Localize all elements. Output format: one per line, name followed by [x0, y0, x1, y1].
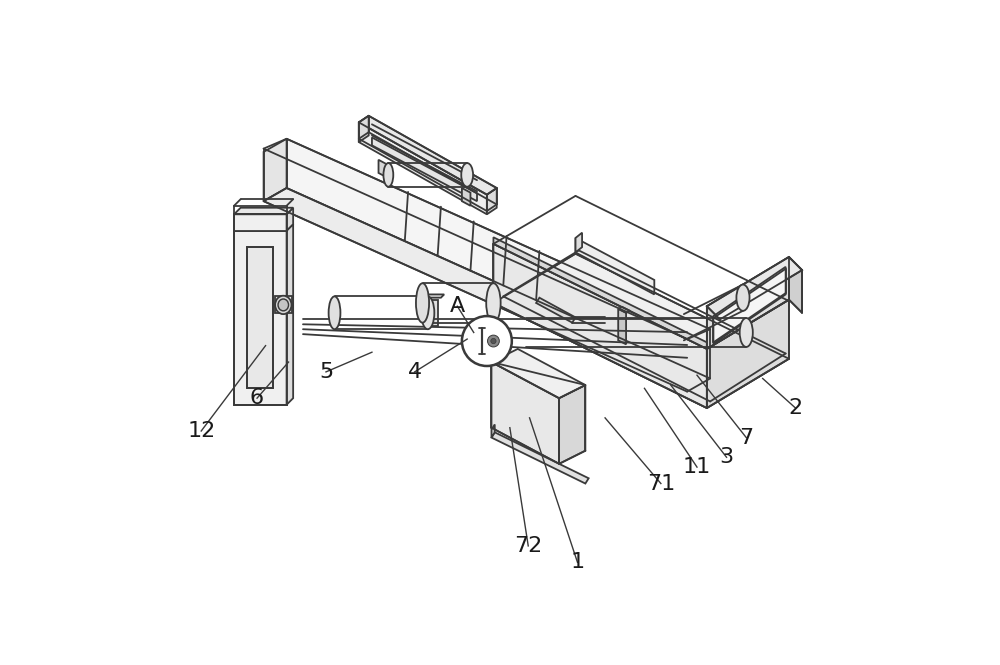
Polygon shape: [536, 298, 576, 323]
Ellipse shape: [736, 285, 750, 311]
Ellipse shape: [275, 296, 292, 314]
Text: 7: 7: [739, 428, 753, 448]
Text: A: A: [450, 296, 465, 317]
Polygon shape: [234, 207, 293, 214]
Polygon shape: [576, 233, 582, 253]
Polygon shape: [576, 238, 654, 295]
Polygon shape: [264, 188, 710, 392]
Polygon shape: [713, 267, 786, 344]
Polygon shape: [493, 254, 789, 408]
Ellipse shape: [486, 283, 501, 323]
Polygon shape: [287, 224, 293, 405]
Polygon shape: [234, 224, 293, 231]
Text: 4: 4: [408, 362, 422, 382]
Polygon shape: [234, 214, 287, 231]
Text: 71: 71: [647, 473, 675, 493]
Polygon shape: [491, 349, 585, 398]
Polygon shape: [287, 207, 293, 231]
Text: 2: 2: [788, 398, 803, 418]
Polygon shape: [487, 188, 497, 214]
Polygon shape: [707, 257, 789, 349]
Circle shape: [462, 316, 512, 366]
Polygon shape: [618, 309, 626, 344]
Polygon shape: [491, 362, 559, 464]
Ellipse shape: [278, 299, 289, 311]
Polygon shape: [618, 307, 630, 313]
Polygon shape: [789, 257, 802, 313]
Polygon shape: [359, 116, 497, 195]
Polygon shape: [247, 247, 273, 388]
Polygon shape: [707, 257, 802, 319]
Text: 11: 11: [683, 457, 711, 477]
Circle shape: [491, 338, 496, 344]
Polygon shape: [264, 139, 287, 201]
Polygon shape: [424, 300, 438, 326]
Ellipse shape: [461, 163, 473, 187]
Text: 72: 72: [514, 536, 542, 556]
Ellipse shape: [421, 297, 434, 329]
Ellipse shape: [329, 297, 340, 329]
Text: 1: 1: [570, 553, 585, 573]
Text: 5: 5: [319, 362, 333, 382]
Ellipse shape: [383, 163, 393, 187]
Text: 12: 12: [187, 421, 215, 441]
Polygon shape: [421, 295, 444, 298]
Polygon shape: [462, 188, 470, 205]
Polygon shape: [491, 432, 589, 483]
Ellipse shape: [416, 283, 429, 323]
Polygon shape: [493, 237, 707, 349]
Polygon shape: [287, 139, 710, 378]
Polygon shape: [359, 122, 487, 214]
Text: 6: 6: [250, 388, 264, 408]
Polygon shape: [234, 231, 287, 405]
Text: 3: 3: [719, 448, 734, 467]
Ellipse shape: [740, 318, 753, 347]
Polygon shape: [359, 116, 369, 142]
Circle shape: [488, 335, 499, 347]
Polygon shape: [379, 160, 387, 178]
Polygon shape: [559, 385, 585, 464]
Polygon shape: [372, 138, 477, 201]
Polygon shape: [275, 297, 292, 313]
Polygon shape: [707, 300, 789, 408]
Polygon shape: [491, 424, 495, 438]
Polygon shape: [493, 244, 707, 408]
